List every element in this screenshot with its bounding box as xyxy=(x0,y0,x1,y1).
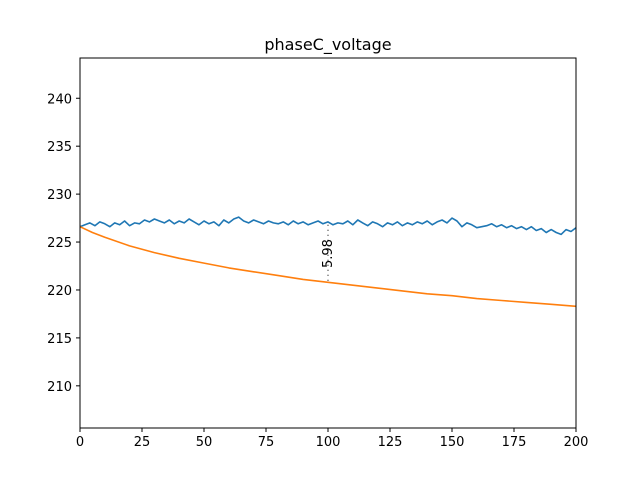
x-tick-label: 75 xyxy=(258,435,275,450)
y-tick-label: 210 xyxy=(47,380,72,395)
series-line-1 xyxy=(79,216,577,236)
series-line-2 xyxy=(79,225,577,308)
x-tick-label: 200 xyxy=(564,435,589,450)
x-tick-label: 100 xyxy=(316,435,341,450)
y-tick-label: 225 xyxy=(47,236,72,251)
y-tick-label: 215 xyxy=(47,332,72,347)
x-tick-label: 150 xyxy=(440,435,465,450)
y-tick-label: 220 xyxy=(47,284,72,299)
y-tick-label: 240 xyxy=(47,92,72,107)
x-tick-label: 0 xyxy=(76,435,84,450)
y-tick-label: 230 xyxy=(47,188,72,203)
annotation-label: 5.98 xyxy=(321,239,336,268)
x-axis: 0 25 50 75 100 125 150 175 200 xyxy=(76,428,589,450)
plot-area xyxy=(79,216,577,308)
x-tick-label: 50 xyxy=(196,435,213,450)
y-axis: 210 215 220 225 230 235 240 xyxy=(47,92,80,395)
axes-frame xyxy=(79,57,577,429)
x-tick-label: 25 xyxy=(134,435,151,450)
x-tick-label: 125 xyxy=(378,435,403,450)
difference-annotation: 5.98 xyxy=(321,224,336,283)
x-tick-label: 175 xyxy=(502,435,527,450)
y-tick-label: 235 xyxy=(47,140,72,155)
chart-title: phaseC_voltage xyxy=(264,35,391,55)
